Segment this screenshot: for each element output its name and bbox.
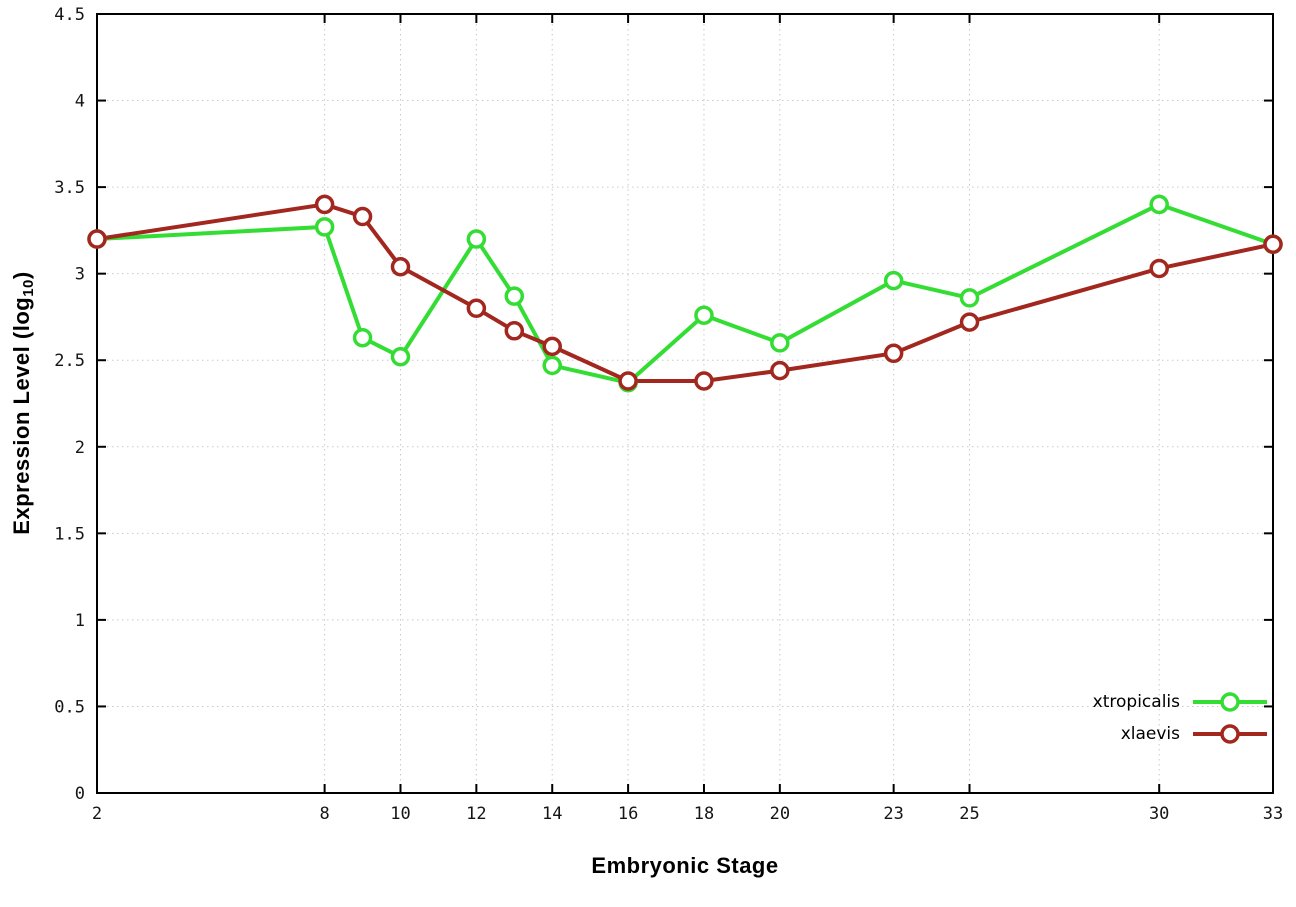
legend-item-xtropicalis: xtropicalis — [1093, 689, 1270, 715]
legend-line-sample-xtropicalis — [1193, 692, 1267, 712]
x-tick-label: 18 — [694, 804, 714, 824]
y-tick-label: 1 — [75, 611, 85, 631]
x-tick-label: 2 — [92, 804, 102, 824]
data-point-xlaevis — [542, 336, 562, 357]
data-point-xlaevis — [694, 371, 714, 391]
data-point-xlaevis — [1149, 258, 1169, 279]
series-line-xlaevis — [95, 202, 1275, 383]
x-tick-label: 25 — [959, 804, 979, 824]
y-tick-label: 4 — [75, 92, 85, 112]
x-tick-label: 12 — [466, 804, 486, 824]
data-point-xlaevis — [352, 206, 373, 227]
x-tick-label: 16 — [618, 804, 638, 824]
x-tick-label: 23 — [883, 804, 903, 824]
legend-item-xlaevis: xlaevis — [1121, 721, 1270, 747]
legend-label-xlaevis: xlaevis — [1120, 724, 1180, 744]
data-point-xlaevis — [770, 360, 790, 381]
x-tick-label: 30 — [1149, 804, 1169, 824]
data-point-xlaevis — [618, 371, 638, 391]
y-tick-label: 2.5 — [54, 351, 85, 371]
series-line-xtropicalis — [95, 202, 1275, 385]
data-point-xtropicalis — [466, 229, 487, 249]
data-point-xtropicalis — [352, 327, 373, 348]
data-point-xtropicalis — [959, 288, 980, 308]
x-tick-label: 14 — [542, 804, 562, 824]
data-point-xlaevis — [390, 256, 411, 277]
plot-border — [96, 13, 1274, 794]
y-tick-label: 1.5 — [54, 524, 85, 544]
y-tick-label: 0 — [75, 784, 85, 804]
legend: xtropicalis xlaevis — [1093, 689, 1270, 747]
x-tick-label: 10 — [390, 804, 410, 824]
x-tick-label: 33 — [1263, 804, 1283, 824]
data-point-xlaevis — [466, 298, 487, 319]
legend-line-sample-xlaevis — [1193, 724, 1267, 744]
x-axis-title: Embryonic Stage — [591, 853, 779, 878]
x-tick-label: 8 — [319, 804, 329, 824]
y-tick-label: 2 — [75, 438, 85, 458]
y-axis-title-subscript: 10 — [20, 279, 37, 297]
data-point-xlaevis — [504, 321, 525, 341]
y-tick-label: 3.5 — [54, 178, 85, 198]
data-point-xtropicalis — [504, 286, 525, 306]
data-point-xlaevis — [314, 194, 335, 215]
data-point-xtropicalis — [883, 270, 904, 291]
y-tick-label: 3 — [75, 265, 85, 285]
y-axis-title-text: Expression Level (log — [9, 296, 34, 535]
y-tick-label: 4.5 — [54, 5, 85, 25]
y-axis-title: Expression Level (log10) — [9, 271, 37, 535]
data-point-xlaevis — [883, 343, 904, 364]
data-point-xlaevis — [1263, 234, 1283, 254]
y-tick-label: 0.5 — [54, 697, 85, 717]
data-point-xtropicalis — [542, 355, 562, 376]
data-point-xtropicalis — [314, 217, 335, 237]
data-point-xtropicalis — [390, 347, 411, 367]
legend-label-xtropicalis: xtropicalis — [1092, 692, 1180, 712]
data-point-xlaevis — [87, 229, 107, 249]
data-point-xtropicalis — [1149, 194, 1169, 215]
data-point-xtropicalis — [694, 305, 714, 325]
data-point-xlaevis — [959, 312, 980, 332]
x-tick-label: 20 — [770, 804, 790, 824]
data-point-xtropicalis — [770, 333, 790, 353]
